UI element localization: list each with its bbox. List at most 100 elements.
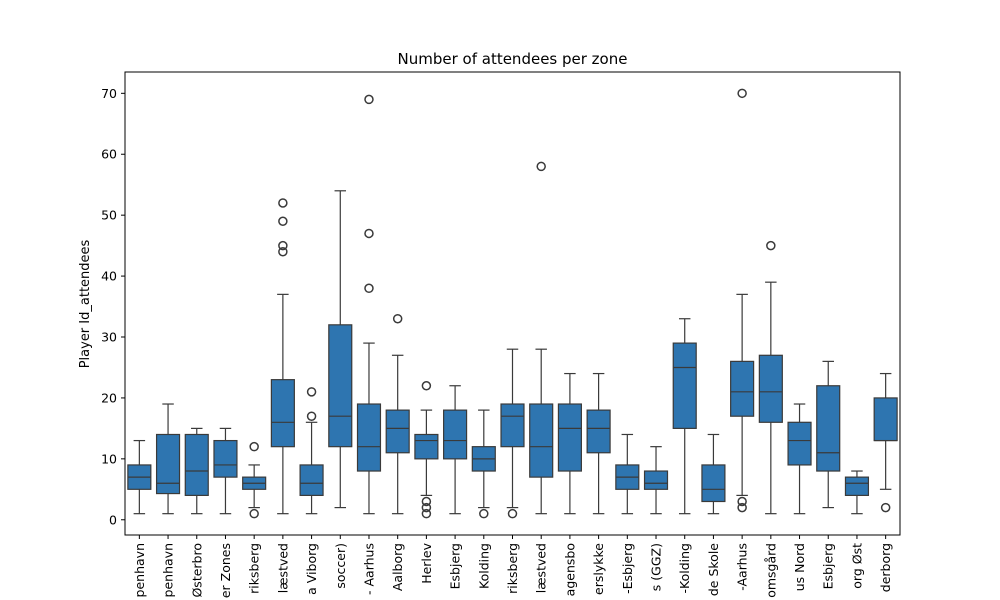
outlier-point: [364, 283, 374, 294]
outlier-point: [766, 240, 776, 251]
box: [816, 385, 841, 472]
box: [873, 397, 898, 442]
x-tick-label: org Øst: [849, 543, 864, 589]
box: [328, 324, 353, 448]
y-axis: 0 10 20 30 40 50 60 70: [101, 86, 125, 527]
plot-frame: [124, 71, 901, 536]
x-tick-label: - Aarhus: [361, 543, 376, 595]
y-tick-label: 30: [101, 330, 117, 345]
outlier-point: [421, 380, 432, 391]
x-tick-label: s (GGZ): [649, 543, 664, 591]
box: [787, 421, 812, 466]
box-group: [615, 433, 640, 515]
box-group: [500, 348, 525, 519]
x-tick-label: penhavn: [161, 543, 176, 597]
x-tick-label: omsgård: [763, 543, 778, 598]
box-series: [127, 88, 898, 519]
outlier-point: [421, 496, 432, 507]
box: [155, 433, 181, 495]
x-tick-label: -Kolding: [677, 543, 692, 593]
outlier-point: [479, 508, 489, 519]
y-tick-label: 40: [101, 269, 117, 284]
outlier-point: [737, 88, 747, 99]
box: [586, 409, 611, 454]
box-group: [758, 240, 783, 515]
y-tick-label: 0: [109, 512, 117, 527]
box-group: [299, 387, 324, 515]
box: [443, 409, 468, 460]
outlier-point: [278, 216, 288, 227]
box-group: [242, 441, 267, 519]
box-group: [270, 198, 295, 515]
x-tick-label: soccer): [333, 543, 348, 589]
x-axis: penhavn penhavn Østerbro er Zones riksberg læ…: [132, 535, 893, 598]
outlier-point: [737, 496, 747, 507]
box-group: [471, 409, 496, 519]
box: [414, 433, 439, 460]
x-tick-label: us Nord: [792, 543, 807, 591]
x-tick-label: -Aarhus: [735, 543, 750, 591]
box: [356, 403, 382, 472]
outlier-point: [306, 387, 317, 397]
box: [299, 464, 324, 497]
outlier-point: [249, 508, 259, 519]
box-group: [844, 470, 870, 515]
box-group: [385, 313, 410, 515]
box-group: [356, 94, 382, 515]
box-group: [787, 403, 812, 515]
outlier-point: [364, 94, 374, 105]
box: [758, 354, 783, 423]
x-tick-label: Esbjerg: [448, 543, 463, 589]
x-tick-label: er Zones: [218, 543, 233, 598]
box-group: [701, 433, 726, 515]
box-group: [414, 380, 439, 519]
x-tick-label: Herlev: [419, 542, 434, 583]
outlier-point: [421, 502, 432, 513]
outlier-point: [278, 198, 288, 208]
box: [184, 433, 209, 497]
x-tick-label: læstved: [275, 543, 290, 593]
outlier-point: [278, 240, 288, 251]
box-group: [557, 372, 582, 515]
box: [385, 409, 410, 454]
outlier-point: [306, 411, 317, 421]
x-tick-label: Esbjerg: [821, 543, 836, 589]
outlier-point: [364, 228, 374, 239]
x-tick-label: Kolding: [476, 543, 491, 589]
box: [529, 403, 554, 478]
y-tick-label: 10: [101, 451, 117, 466]
y-tick-label: 20: [101, 390, 117, 405]
x-tick-label: agensbo: [562, 543, 577, 596]
y-tick-label: 60: [101, 147, 117, 162]
x-tick-label: læstved: [534, 543, 549, 593]
x-tick-label: de Skole: [706, 543, 721, 596]
box-group: [184, 427, 209, 515]
x-tick-label: penhavn: [132, 543, 147, 597]
box: [500, 403, 525, 448]
outlier-point: [421, 508, 432, 519]
y-tick-label: 50: [101, 208, 117, 223]
box-group: [155, 403, 181, 515]
outlier-point: [880, 502, 891, 513]
x-tick-label: derborg: [878, 543, 893, 592]
box-group: [529, 161, 554, 515]
x-tick-label: riksberg: [505, 543, 520, 594]
box: [643, 470, 669, 490]
outlier-point: [737, 502, 747, 513]
x-tick-label: erslykke: [591, 543, 606, 595]
box: [557, 403, 582, 472]
box-group: [816, 360, 841, 509]
box: [730, 360, 755, 417]
box-group: [873, 372, 898, 513]
box: [270, 379, 295, 448]
x-tick-label: Aalborg: [390, 543, 405, 591]
x-tick-label: riksberg: [247, 543, 262, 594]
y-axis-label: Player Id_attendees: [78, 239, 93, 368]
box: [701, 464, 726, 503]
outlier-point: [536, 161, 546, 172]
chart-title: Number of attendees per zone: [398, 50, 628, 68]
box-group: [213, 427, 238, 515]
outlier-point: [507, 508, 518, 519]
box: [213, 439, 238, 478]
